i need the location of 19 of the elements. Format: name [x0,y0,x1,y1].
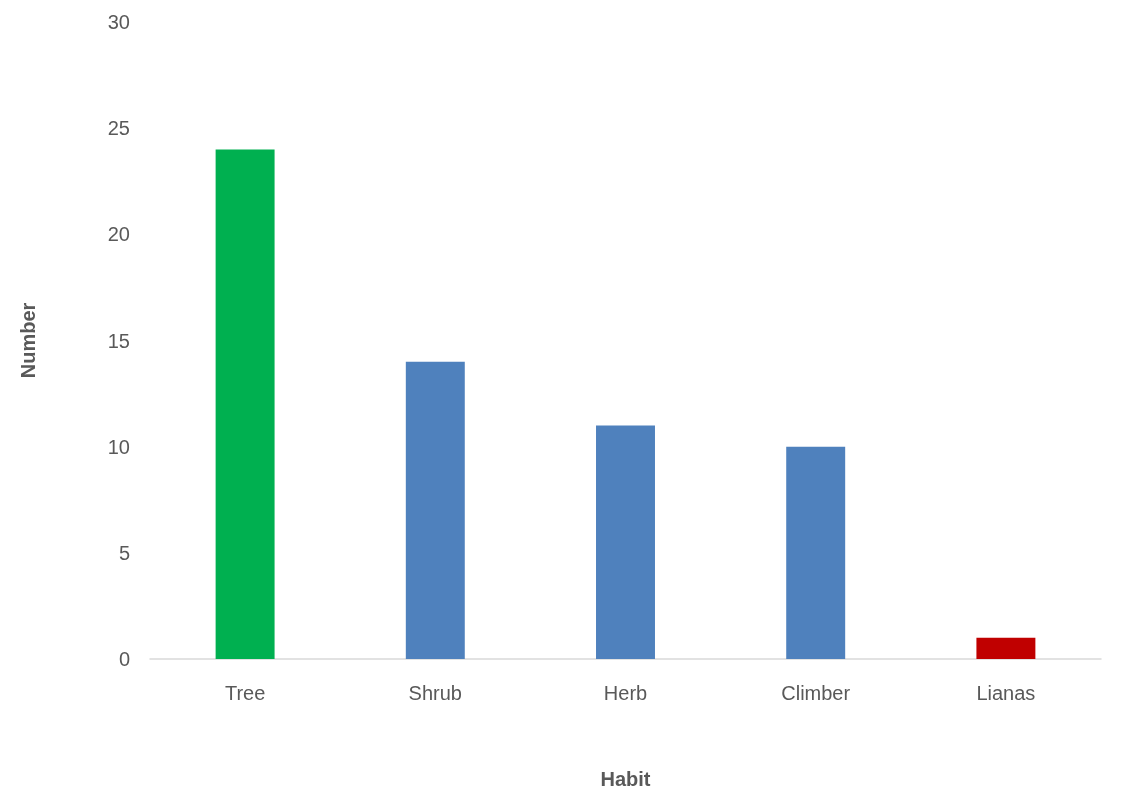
bar [215,149,275,659]
bar [596,425,655,659]
bar [786,446,846,659]
x-tick-label: Climber [781,682,851,704]
y-axis-title: Number [17,302,39,379]
y-tick-label: 25 [107,117,130,140]
y-tick-label: 20 [107,223,130,246]
x-tick-label: Herb [603,682,648,704]
x-axis-title: Habit [600,768,651,790]
y-tick-label: 0 [118,648,130,670]
x-tick-label: Lianas [976,682,1036,704]
x-tick-label: Shrub [408,682,462,704]
bar [405,361,465,659]
y-tick-label: 15 [107,329,130,352]
x-tick-label: Tree [224,682,266,704]
bar [976,637,1036,659]
y-tick-label: 10 [107,435,130,458]
y-tick-label: 30 [107,11,130,33]
y-tick-label: 5 [118,541,130,564]
